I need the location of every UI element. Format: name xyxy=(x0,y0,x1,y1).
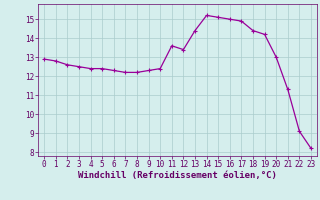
X-axis label: Windchill (Refroidissement éolien,°C): Windchill (Refroidissement éolien,°C) xyxy=(78,171,277,180)
